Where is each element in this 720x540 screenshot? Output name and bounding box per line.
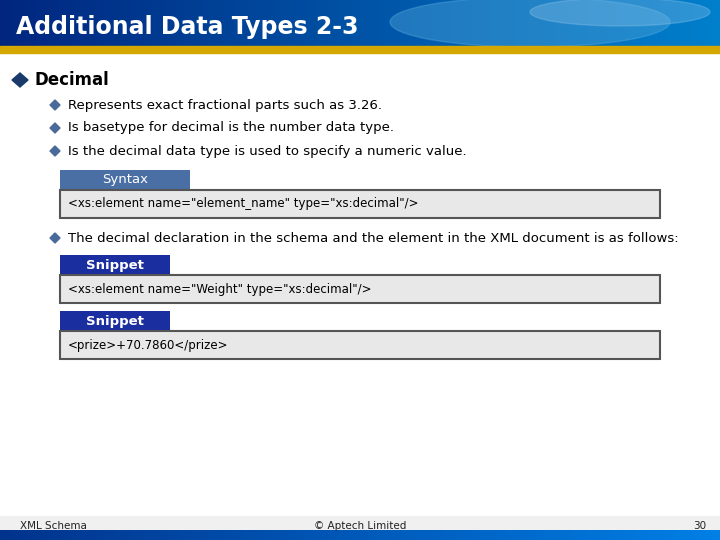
Text: <xs:element name="Weight" type="xs:decimal"/>: <xs:element name="Weight" type="xs:decim… [68, 282, 372, 295]
Polygon shape [50, 146, 60, 156]
Polygon shape [12, 73, 28, 87]
Text: Is basetype for decimal is the number data type.: Is basetype for decimal is the number da… [68, 122, 394, 134]
Text: Snippet: Snippet [86, 259, 144, 272]
Ellipse shape [390, 0, 670, 47]
Text: © Aptech Limited: © Aptech Limited [314, 521, 406, 531]
Text: 30: 30 [693, 521, 706, 531]
Ellipse shape [530, 0, 710, 26]
Text: XML Schema: XML Schema [20, 521, 87, 531]
Bar [60, 311, 170, 331]
Bar [60, 255, 170, 275]
Text: Snippet: Snippet [86, 314, 144, 327]
Text: <prize>+70.7860</prize>: <prize>+70.7860</prize> [68, 339, 228, 352]
Text: <xs:element name="element_name" type="xs:decimal"/>: <xs:element name="element_name" type="xs… [68, 198, 418, 211]
Text: Is the decimal data type is used to specify a numeric value.: Is the decimal data type is used to spec… [68, 145, 467, 158]
Polygon shape [50, 123, 60, 133]
Text: Decimal: Decimal [35, 71, 109, 89]
Text: Represents exact fractional parts such as 3.26.: Represents exact fractional parts such a… [68, 98, 382, 111]
Bar [0, 46, 720, 53]
Bar [60, 170, 190, 190]
Bar [60, 275, 660, 303]
Polygon shape [50, 233, 60, 243]
Text: Additional Data Types 2-3: Additional Data Types 2-3 [16, 15, 359, 39]
Bar [0, 516, 720, 538]
Bar [60, 190, 660, 218]
Polygon shape [50, 100, 60, 110]
Text: The decimal declaration in the schema and the element in the XML document is as : The decimal declaration in the schema an… [68, 232, 679, 245]
Text: Syntax: Syntax [102, 173, 148, 186]
Bar [60, 331, 660, 359]
